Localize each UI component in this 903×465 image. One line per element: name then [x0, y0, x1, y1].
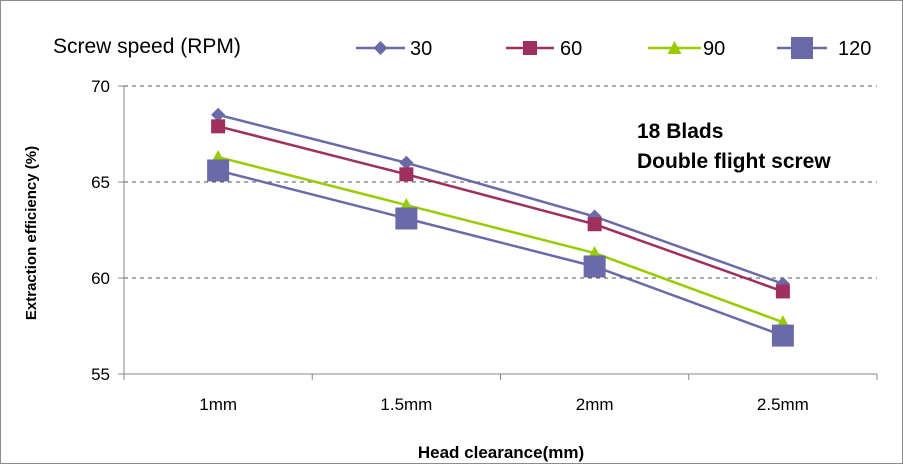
series-line-30: [217, 113, 784, 285]
data-point-120: [583, 255, 606, 278]
series-line-60: [217, 125, 784, 293]
data-point-60: [775, 284, 790, 299]
x-tick-label: 2.5mm: [757, 395, 809, 414]
legend-item-120: 120: [777, 37, 871, 60]
legend-item-90: 90: [648, 38, 725, 60]
annotation-screw: Double flight screw: [637, 150, 831, 173]
series-60: [211, 119, 790, 299]
data-point-60: [399, 167, 414, 182]
axes: 55 60 65 70 1mm 1.5mm 2mm 2.5mm: [91, 77, 878, 414]
data-point-30: [399, 155, 414, 170]
legend-marker: [667, 41, 682, 54]
legend-label: 90: [703, 38, 725, 60]
x-axis-title: Head clearance(mm): [418, 443, 584, 462]
legend-label: 60: [560, 38, 582, 60]
x-tick-label: 1mm: [199, 395, 237, 414]
data-point-120: [771, 324, 794, 347]
data-point-120: [395, 207, 418, 230]
data-point-60: [211, 119, 226, 134]
data-point-120: [207, 159, 230, 182]
grid: [124, 85, 877, 279]
series-line-120: [217, 169, 784, 337]
x-tick-label: 2mm: [576, 395, 614, 414]
data-point-30: [211, 107, 226, 122]
legend-title: Screw speed (RPM): [53, 35, 241, 58]
series-90: [211, 150, 790, 329]
y-tick-label: 65: [91, 173, 110, 192]
legend-marker: [373, 41, 388, 55]
legend-item-30: 30: [356, 38, 432, 60]
series-line-90: [217, 155, 784, 324]
y-axis-title: Extraction efficiency (%): [23, 146, 40, 320]
x-tick-label: 1.5mm: [380, 395, 432, 414]
y-tick-label: 60: [91, 269, 110, 288]
legend-item-60: 60: [506, 38, 582, 60]
legend-marker: [523, 41, 537, 55]
series-120: [207, 159, 794, 347]
legend-label: 120: [838, 38, 871, 60]
y-tick-label: 70: [91, 77, 110, 96]
legend-marker: [791, 37, 813, 59]
series: [207, 107, 794, 347]
legend: 30 60 90 120: [356, 37, 871, 60]
annotation-blades: 18 Blads: [637, 120, 723, 143]
data-point-60: [587, 217, 602, 232]
y-tick-label: 55: [91, 365, 110, 384]
legend-label: 30: [410, 38, 432, 60]
